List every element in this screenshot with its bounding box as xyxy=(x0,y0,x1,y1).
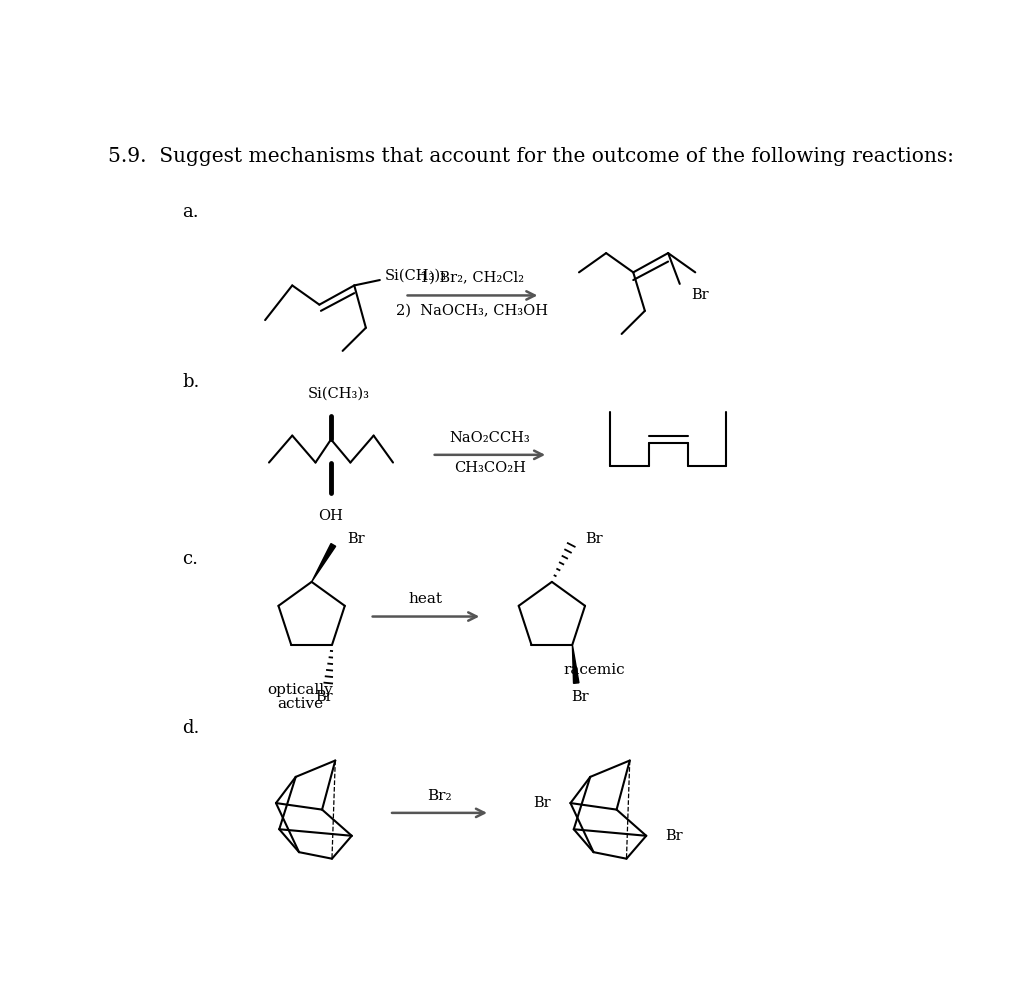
Text: c.: c. xyxy=(182,549,198,567)
Text: OH: OH xyxy=(318,509,344,523)
Text: NaO₂CCH₃: NaO₂CCH₃ xyxy=(450,431,530,445)
Text: 2)  NaOCH₃, CH₃OH: 2) NaOCH₃, CH₃OH xyxy=(396,304,548,318)
Polygon shape xyxy=(312,543,336,581)
Text: 5.9.  Suggest mechanisms that account for the outcome of the following reactions: 5.9. Suggest mechanisms that account for… xyxy=(108,147,954,167)
Text: d.: d. xyxy=(182,719,200,737)
Text: Si(CH₃)₃: Si(CH₃)₃ xyxy=(385,269,448,283)
Text: Br: Br xyxy=(691,289,709,303)
Text: CH₃CO₂H: CH₃CO₂H xyxy=(454,461,526,475)
Text: optically: optically xyxy=(267,682,333,696)
Text: Br: Br xyxy=(571,690,588,704)
Polygon shape xyxy=(572,644,579,683)
Text: racemic: racemic xyxy=(564,663,626,677)
Text: Br: Br xyxy=(316,690,334,704)
Text: heat: heat xyxy=(408,591,442,605)
Text: b.: b. xyxy=(182,373,200,391)
Text: Br₂: Br₂ xyxy=(427,789,452,803)
Text: a.: a. xyxy=(182,203,199,222)
Text: active: active xyxy=(277,696,323,710)
Text: Br: Br xyxy=(534,796,551,810)
Text: 1) Br₂, CH₂Cl₂: 1) Br₂, CH₂Cl₂ xyxy=(420,271,524,285)
Text: Br: Br xyxy=(347,531,365,545)
Text: Br: Br xyxy=(665,829,683,843)
Text: Br: Br xyxy=(585,531,603,545)
Text: Si(CH₃)₃: Si(CH₃)₃ xyxy=(308,387,370,401)
